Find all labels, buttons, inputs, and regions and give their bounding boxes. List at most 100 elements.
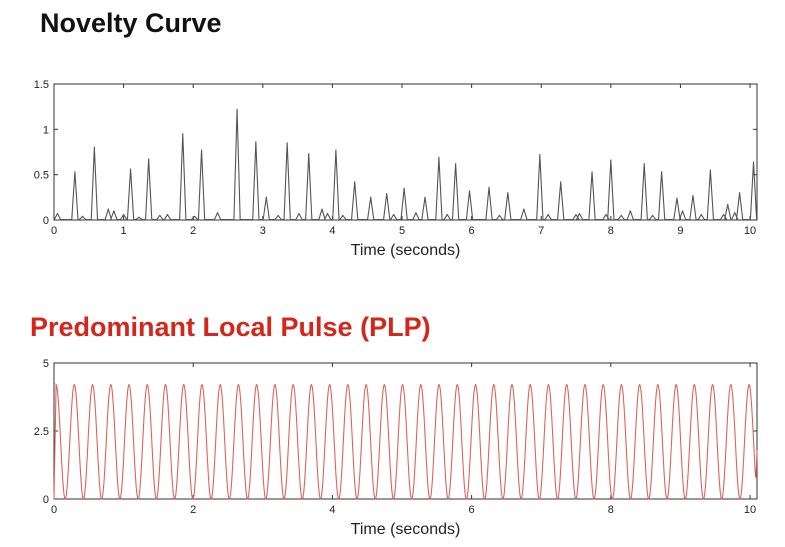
y-tick-label: 1.5 — [34, 79, 49, 91]
y-tick-label: 2.5 — [34, 426, 49, 438]
y-tick-label: 0 — [43, 494, 49, 506]
novelty-peak-point — [415, 212, 417, 214]
plp-pulse-peak — [420, 384, 422, 386]
x-tick-label: 6 — [469, 225, 475, 237]
x-tick-label: 8 — [608, 225, 614, 237]
novelty-peak-point — [342, 214, 344, 217]
plp-pulse-peak — [493, 384, 495, 386]
novelty-peak-point — [113, 210, 115, 212]
chart-title-novelty: Novelty Curve — [40, 8, 222, 38]
novelty-peak-point — [620, 214, 622, 217]
novelty-peak-point — [591, 171, 593, 173]
plp-pulse-peak — [401, 384, 404, 386]
plp-pulse-peak — [693, 384, 695, 386]
x-tick-label: 4 — [329, 225, 335, 237]
novelty-peak-point — [194, 215, 196, 217]
novelty-peak-point — [265, 196, 267, 198]
plp-pulse-peak — [474, 384, 477, 386]
novelty-peak-point — [507, 192, 509, 194]
novelty-peak-point — [166, 213, 169, 216]
plp-pulse-peak — [128, 384, 130, 386]
plp-pulse-peak — [256, 384, 258, 386]
novelty-peak-point — [700, 213, 702, 216]
x-tick-label: 7 — [538, 225, 544, 237]
novelty-peak-point — [734, 212, 736, 214]
novelty-peak-point — [386, 193, 388, 195]
x-axis-label: Time (seconds) — [351, 521, 461, 538]
plp-pulse-peak — [602, 384, 604, 386]
plp-pulse-peak — [183, 384, 185, 386]
plp-pulse-peak — [657, 384, 659, 386]
novelty-peak-point — [578, 213, 581, 215]
novelty-peak-point — [651, 214, 654, 217]
novelty-peak-point — [129, 168, 132, 170]
novelty-peak-point — [752, 161, 755, 163]
novelty-peak-point — [298, 213, 300, 215]
plp-pulse-peak — [748, 384, 750, 386]
plp-pulse-peak — [511, 384, 513, 386]
novelty-peak-point — [610, 159, 612, 161]
plp-pulse-peak — [730, 384, 732, 386]
novelty-peak-point — [575, 213, 577, 216]
plp-pulse-peak — [73, 384, 75, 386]
y-tick-label: 5 — [43, 358, 49, 370]
plp-pulse-peak — [438, 384, 440, 386]
novelty-peak-point — [335, 149, 337, 151]
novelty-peak-point — [148, 158, 150, 160]
novelty-peak-point — [498, 214, 501, 217]
plp-pulse-peak — [146, 384, 148, 386]
chart-title-plp: Predominant Local Pulse (PLP) — [30, 312, 431, 342]
plp-pulse-peak — [110, 384, 112, 386]
x-tick-label: 0 — [51, 504, 57, 516]
novelty-peak-point — [722, 213, 725, 216]
novelty-peak-point — [560, 181, 562, 183]
novelty-peak-point — [629, 210, 631, 212]
plp-pulse-peak — [365, 384, 367, 386]
x-tick-label: 9 — [677, 225, 683, 237]
novelty-peak-point — [138, 216, 140, 218]
novelty-peak-point — [182, 133, 184, 135]
x-axis-label: Time (seconds) — [351, 242, 461, 259]
plp-pulse-peak — [237, 384, 240, 386]
novelty-peak-point — [326, 213, 329, 215]
plp-pulse-peak — [329, 384, 331, 386]
novelty-peak-point — [446, 213, 448, 216]
novelty-peak-point — [539, 154, 541, 156]
novelty-peak-point — [403, 187, 405, 189]
x-tick-label: 2 — [190, 504, 196, 516]
plp-pulse-peak — [456, 384, 458, 386]
novelty-peak-point — [277, 214, 279, 217]
plp-pulse-peak — [383, 384, 385, 386]
plot-frame — [53, 83, 758, 221]
novelty-peak-point — [692, 194, 694, 197]
novelty-peak-point — [354, 181, 356, 183]
plp-pulse-peak — [711, 384, 714, 386]
plp-pulse-peak — [566, 384, 568, 386]
novelty-peak-point — [74, 171, 76, 173]
x-tick-label: 1 — [121, 225, 127, 237]
novelty-peak-point — [605, 213, 607, 216]
novelty-peak-point — [393, 213, 395, 216]
novelty-peak-point — [709, 169, 711, 171]
x-tick-label: 10 — [744, 225, 756, 237]
novelty-peak-point — [727, 203, 729, 206]
novelty-peak-point — [286, 142, 288, 144]
x-tick-label: 8 — [608, 504, 614, 516]
novelty-peak-point — [488, 186, 490, 188]
plp-pulse-peak — [310, 384, 312, 386]
y-tick-label: 1 — [43, 124, 49, 136]
plp-pulse-peak — [292, 384, 294, 386]
novelty-peak-point — [370, 196, 372, 198]
novelty-peak-point — [739, 192, 741, 194]
novelty-peak-point — [236, 108, 238, 110]
novelty-peak-point — [216, 212, 219, 214]
y-tick-label: 0.5 — [34, 170, 49, 182]
novelty-peak-point — [681, 210, 684, 212]
plp-pulse-peak — [347, 384, 349, 386]
novelty-peak-point — [523, 208, 525, 210]
novelty-peak-point — [547, 213, 549, 216]
novelty-curve-chart: 0 1 2 3 4 5 6 7 8 9 10 0 0.5 1 1.5 Time (seconds) — [34, 79, 758, 259]
plp-pulse-peak — [55, 384, 57, 386]
novelty-peak-point — [123, 213, 125, 216]
